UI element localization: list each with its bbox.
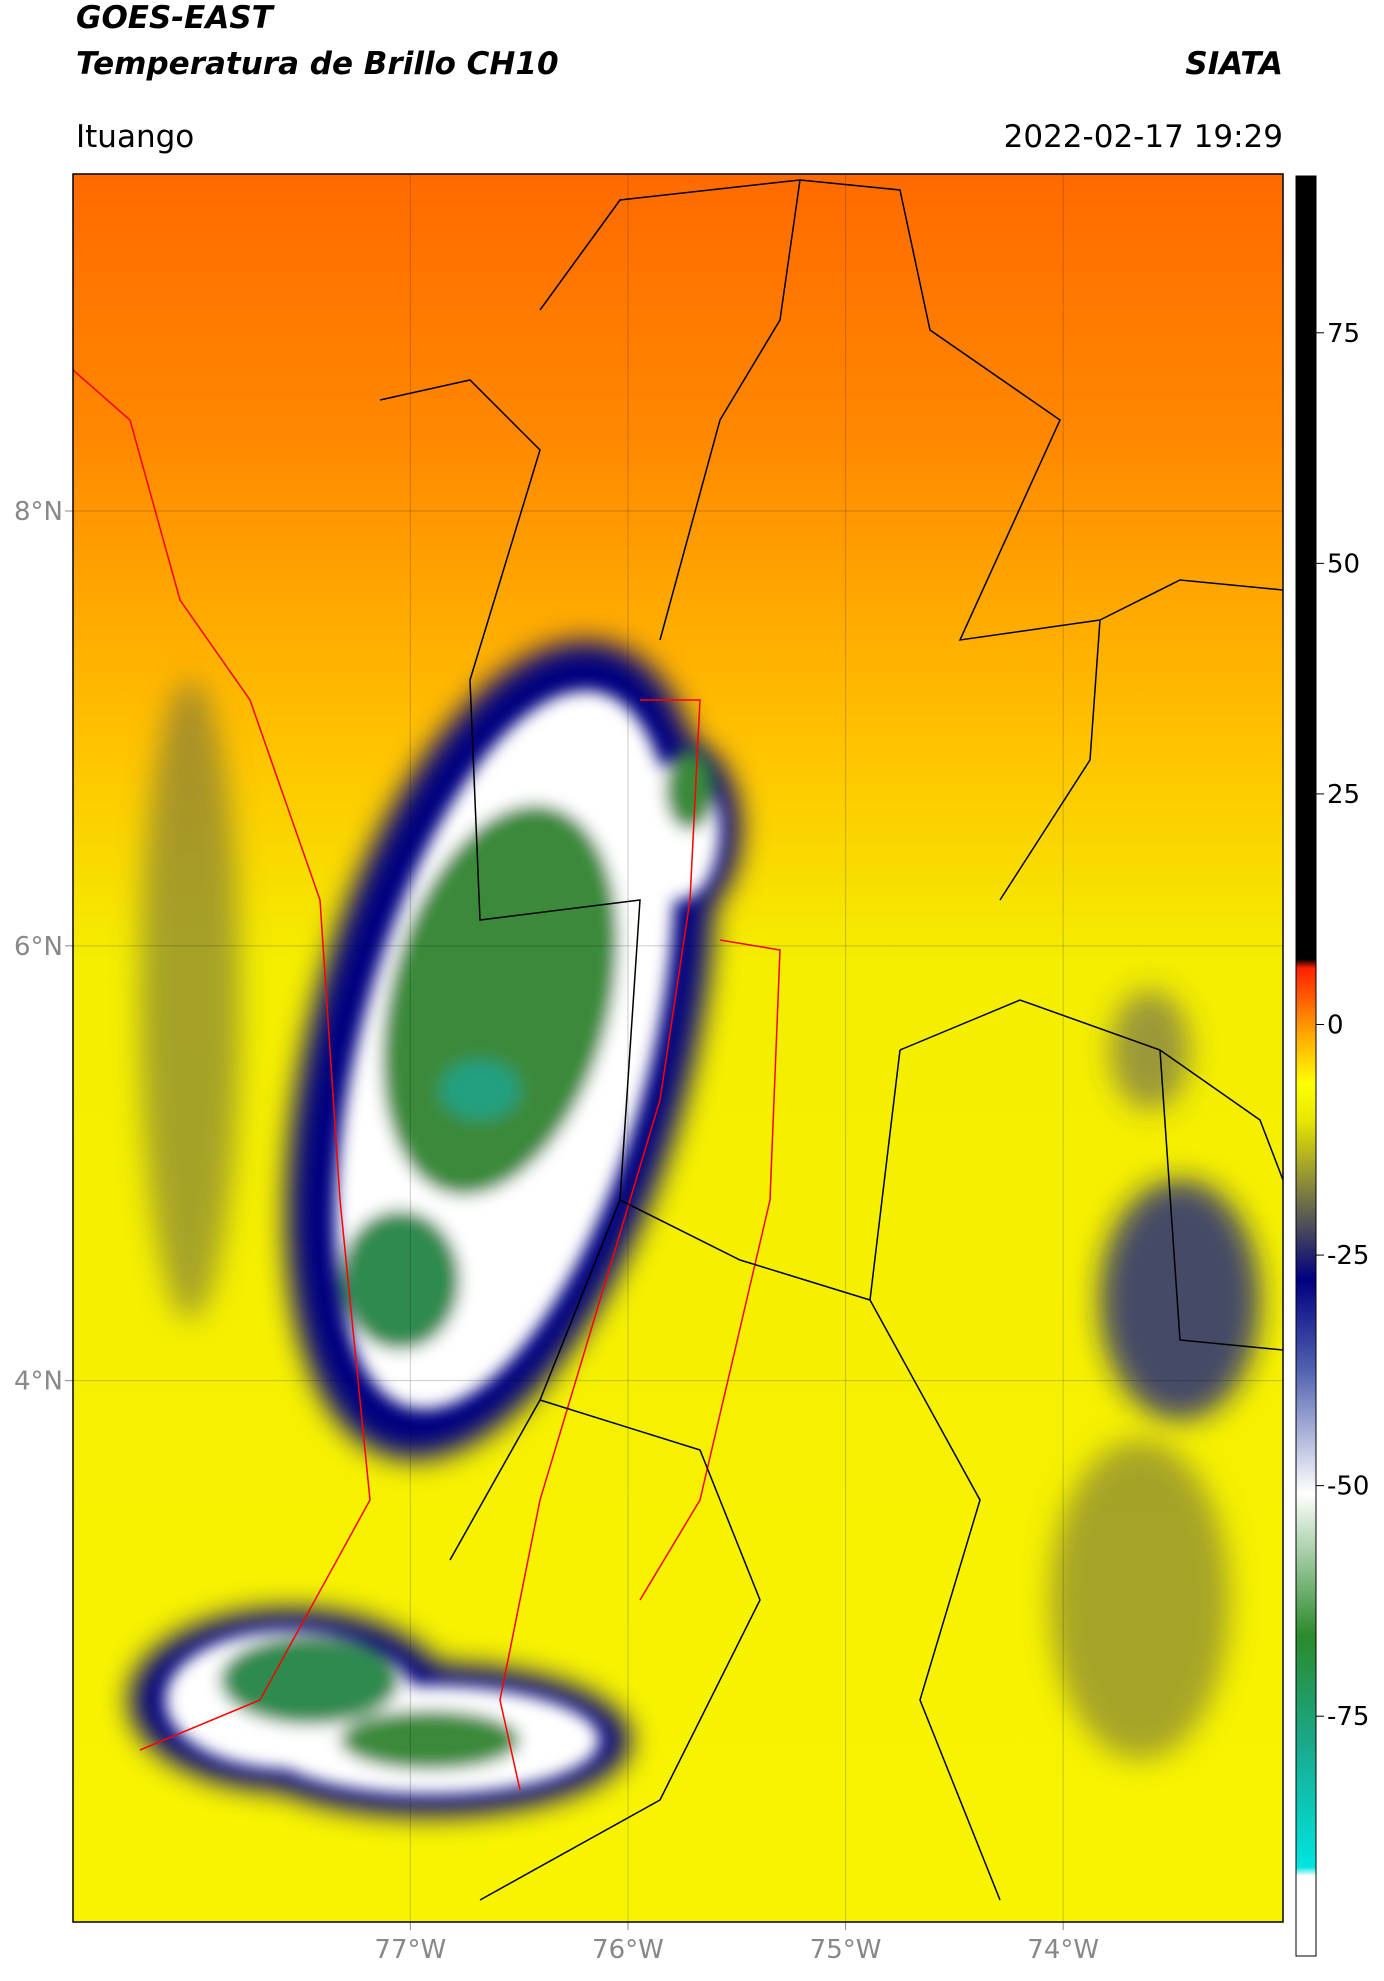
colorbar-tick-label: 50	[1327, 549, 1360, 579]
colorbar-tick-label: -50	[1327, 1472, 1369, 1502]
y-tick-label: 4°N	[14, 1367, 63, 1397]
colorbar-tick-label: 25	[1327, 780, 1360, 810]
colorbar-tick-label: 75	[1327, 319, 1360, 349]
subtitle: Temperatura de Brillo CH10	[76, 46, 559, 82]
map-frame	[72, 173, 1284, 1923]
colorbar-ticks: -75 -50 -25 0 25 50 75	[1316, 319, 1369, 1732]
colorbar-tick-label: 0	[1327, 1010, 1344, 1040]
source: SIATA	[1185, 46, 1283, 82]
colorbar	[1295, 175, 1317, 1957]
colorbar-tick-label: -25	[1327, 1241, 1369, 1271]
x-tick-label: 76°W	[592, 1935, 664, 1965]
x-tick-label: 74°W	[1027, 1935, 1099, 1965]
grid: 77°W 76°W 75°W 74°W 4°N 6°N 8°N	[14, 174, 1283, 1965]
x-tick-label: 77°W	[374, 1935, 446, 1965]
map-image	[73, 174, 1283, 1922]
datetime: 2022-02-17 19:29	[1004, 119, 1283, 155]
title: GOES-EAST	[76, 0, 276, 36]
y-tick-label: 6°N	[14, 932, 63, 962]
y-tick-label: 8°N	[14, 497, 63, 527]
colorbar-tick-label: -75	[1327, 1702, 1369, 1732]
x-tick-label: 75°W	[810, 1935, 882, 1965]
location: Ituango	[76, 119, 194, 155]
